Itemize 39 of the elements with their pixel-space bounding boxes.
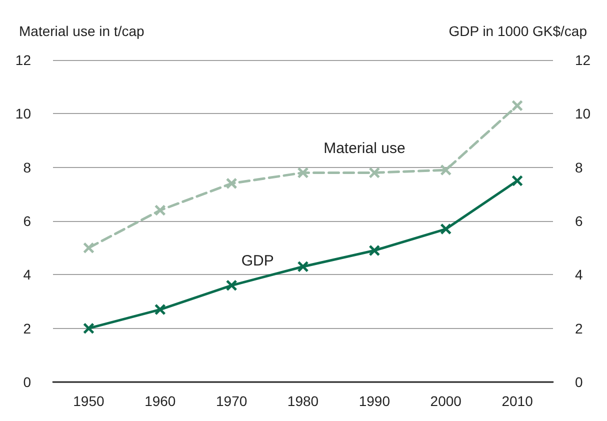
x-tick-label: 1970 <box>216 393 248 409</box>
y2-tick-label: 8 <box>575 159 583 176</box>
point <box>512 100 524 112</box>
point <box>82 322 94 334</box>
x-tick-label: 1950 <box>73 393 104 409</box>
y2-tick-label: 6 <box>575 213 583 229</box>
y2-axis-title: GDP in 1000 GK$/cap <box>448 23 588 39</box>
y-tick-label: 10 <box>15 106 32 122</box>
y2-tick-label: 0 <box>575 374 583 390</box>
y-tick-label: 2 <box>23 320 32 336</box>
y2-tick-label: 4 <box>575 266 583 283</box>
point <box>297 260 309 272</box>
y-tick-label: 4 <box>23 266 32 283</box>
y2-tick-label: 12 <box>575 52 591 68</box>
y2-tick-label: 10 <box>575 106 591 122</box>
point <box>154 304 166 316</box>
x-tick-label: 2000 <box>430 393 462 409</box>
y-tick-label: 0 <box>23 374 32 390</box>
point <box>368 166 380 178</box>
point <box>226 178 238 190</box>
y-axis-title: Material use in t/cap <box>19 23 144 39</box>
point <box>440 164 452 176</box>
y-tick-label: 8 <box>23 159 32 176</box>
point <box>226 280 238 292</box>
x-tick-label: 1980 <box>287 393 319 409</box>
point <box>440 223 452 235</box>
point <box>512 175 524 186</box>
series-label: Material use <box>324 140 406 157</box>
series-label: GDP <box>241 252 274 270</box>
y-tick-label: 12 <box>15 52 32 68</box>
x-tick-label: 1960 <box>144 393 176 409</box>
point <box>297 166 309 178</box>
x-tick-label: 2010 <box>502 393 534 409</box>
x-tick-label: 1990 <box>358 393 390 409</box>
point <box>368 244 380 256</box>
y2-tick-label: 2 <box>575 320 583 336</box>
y-tick-label: 6 <box>23 213 32 229</box>
point <box>154 204 166 216</box>
point <box>82 242 94 254</box>
